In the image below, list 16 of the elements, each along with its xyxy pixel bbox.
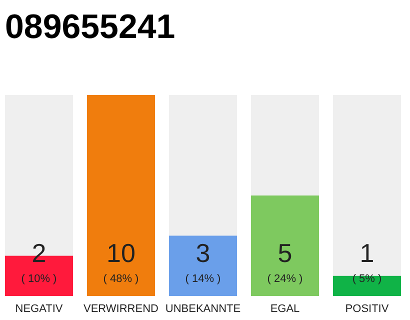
data-label: 10 <box>106 238 136 268</box>
x-tick-label: EGAL <box>270 303 300 315</box>
x-tick-label: POSITIV <box>345 303 390 315</box>
annotation: ( 48% ) <box>103 273 139 285</box>
data-label: 5 <box>278 238 292 268</box>
annotation: ( 24% ) <box>267 273 303 285</box>
annotation: ( 14% ) <box>185 273 221 285</box>
annotation: ( 5% ) <box>352 273 382 285</box>
x-tick-label: UNBEKANNTE <box>165 303 241 315</box>
data-label: 3 <box>196 238 210 268</box>
data-label: 1 <box>360 238 374 268</box>
chart-title: 089655241 <box>5 8 176 46</box>
annotation: ( 10% ) <box>21 273 57 285</box>
bar <box>333 276 401 296</box>
x-tick-label: VERWIRREND <box>84 303 159 315</box>
x-tick-label: NEGATIV <box>15 303 64 315</box>
